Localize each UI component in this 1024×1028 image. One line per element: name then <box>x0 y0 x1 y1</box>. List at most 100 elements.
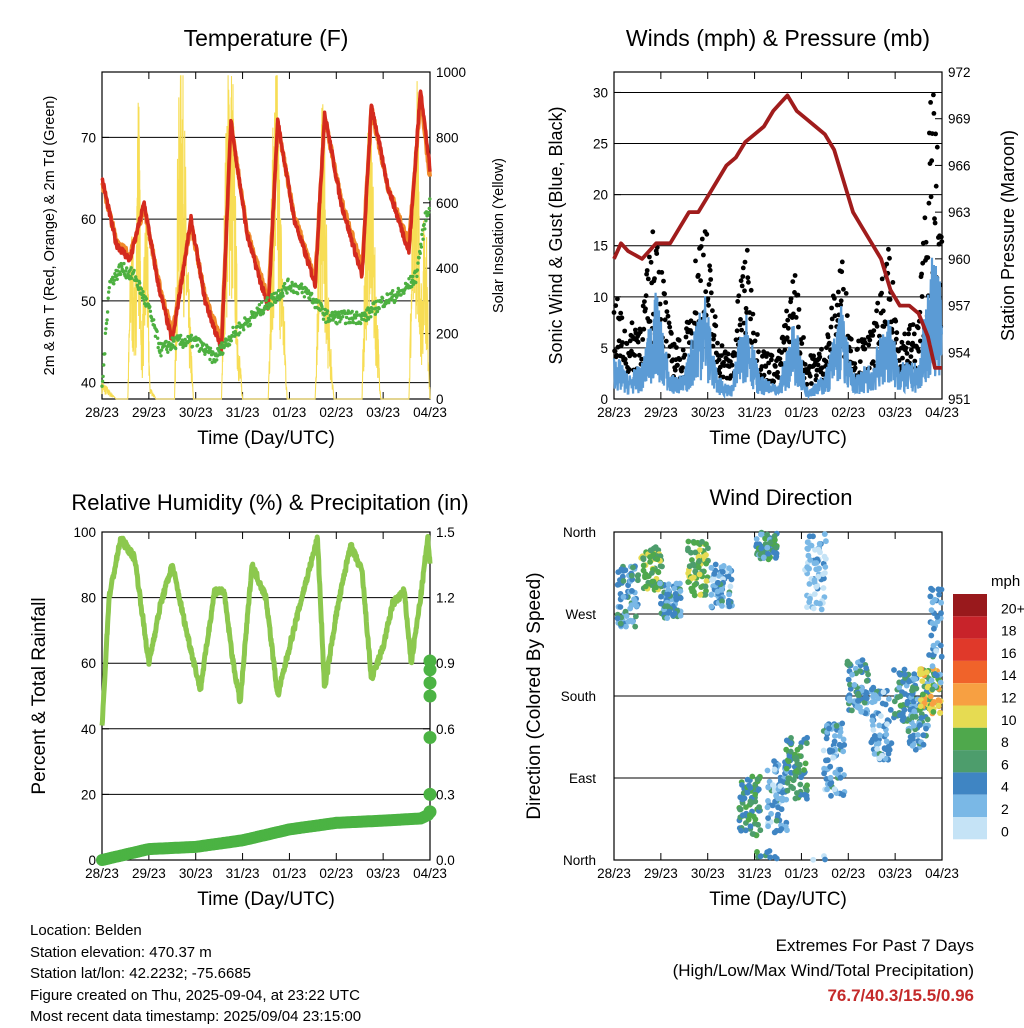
direction-point <box>771 758 777 764</box>
direction-point <box>810 856 817 863</box>
gust-point <box>748 316 753 322</box>
gust-point <box>843 291 849 296</box>
direction-point <box>677 595 684 601</box>
precipitation-point <box>423 676 437 690</box>
direction-point <box>628 602 635 609</box>
direction-point <box>881 745 888 752</box>
dewpoint-point <box>148 309 153 313</box>
direction-point <box>794 760 801 767</box>
direction-point <box>794 790 800 796</box>
y-tick-label: 15 <box>593 239 608 254</box>
dewpoint-point <box>159 348 164 352</box>
direction-point <box>784 779 791 786</box>
y-tick-label: 60 <box>81 212 96 227</box>
direction-point <box>690 561 696 568</box>
direction-point <box>726 565 732 572</box>
dewpoint-point <box>280 288 284 292</box>
gust-point <box>717 364 723 370</box>
direction-point <box>671 585 678 592</box>
legend-label: 10 <box>1001 712 1017 728</box>
dewpoint-point <box>353 316 358 320</box>
gust-point <box>698 244 704 249</box>
y-tick-label: 30 <box>593 85 608 100</box>
dewpoint-point <box>120 264 124 268</box>
gust-point <box>619 315 625 321</box>
dewpoint-point <box>105 318 109 322</box>
direction-point <box>754 849 760 855</box>
direction-point <box>655 568 661 575</box>
direction-point <box>932 596 938 603</box>
direction-point <box>838 743 844 750</box>
direction-point <box>633 603 640 609</box>
dewpoint-point <box>426 213 430 217</box>
gust-point <box>787 339 792 345</box>
gust-point <box>887 255 892 261</box>
gust-point <box>662 291 667 297</box>
gust-point <box>640 337 646 342</box>
direction-point <box>931 625 937 632</box>
gust-point <box>662 317 668 323</box>
direction-point <box>654 556 661 563</box>
direction-point <box>817 600 823 607</box>
legend-swatch <box>953 727 987 751</box>
dewpoint-point <box>419 242 423 246</box>
gust-point <box>919 271 924 277</box>
gust-point <box>801 335 806 340</box>
direction-point <box>790 776 797 783</box>
gust-point <box>784 335 790 341</box>
gust-point <box>739 327 744 333</box>
gust-point <box>664 309 670 314</box>
dewpoint-point <box>335 322 339 326</box>
gust-point <box>654 251 660 256</box>
gust-point <box>879 276 885 282</box>
x-axis-label: Time (Day/UTC) <box>709 428 847 449</box>
direction-point <box>718 587 725 593</box>
dewpoint-point <box>380 296 385 300</box>
x-tick-label: 31/23 <box>738 866 772 881</box>
direction-point <box>928 632 935 639</box>
gust-point <box>763 364 769 369</box>
direction-point <box>828 792 834 799</box>
dewpoint-point <box>350 309 354 314</box>
direction-point <box>665 581 672 588</box>
x-tick-label: 04/23 <box>925 405 959 420</box>
dewpoint-point <box>111 275 115 279</box>
direction-point <box>760 554 767 561</box>
direction-point <box>710 576 717 582</box>
x-tick-label: 03/23 <box>366 405 400 420</box>
direction-point <box>770 782 776 788</box>
gust-point <box>711 336 716 342</box>
gust-point <box>708 290 714 296</box>
direction-point <box>753 536 760 542</box>
direction-point <box>863 678 870 684</box>
direction-point <box>698 584 705 590</box>
direction-point <box>747 798 754 805</box>
gust-point <box>902 331 908 337</box>
dewpoint-point <box>208 357 212 362</box>
direction-point <box>869 686 875 693</box>
direction-point <box>863 665 870 671</box>
gust-point <box>795 292 801 298</box>
y-tick-label: North <box>563 853 596 868</box>
direction-point <box>696 558 703 564</box>
x-tick-label: 03/23 <box>366 866 400 881</box>
direction-point <box>771 533 778 539</box>
dewpoint-point <box>165 347 169 352</box>
gust-point <box>667 324 673 330</box>
direction-point <box>745 816 752 823</box>
chart-title-direction: Wind Direction <box>709 485 852 510</box>
direction-point <box>696 547 703 553</box>
direction-point <box>807 595 813 602</box>
gust-point <box>777 356 783 362</box>
direction-point <box>617 620 624 627</box>
dewpoint-point <box>235 324 240 329</box>
dewpoint-point <box>122 261 126 266</box>
latlon-text: Station lat/lon: 42.2232; -75.6685 <box>30 965 252 982</box>
dewpoint-point <box>164 339 168 344</box>
gust-point <box>760 353 765 359</box>
direction-point <box>811 591 818 597</box>
gust-point <box>796 324 801 330</box>
dewpoint-point <box>399 293 403 297</box>
direction-point <box>872 692 878 699</box>
dewpoint-point <box>139 287 144 291</box>
